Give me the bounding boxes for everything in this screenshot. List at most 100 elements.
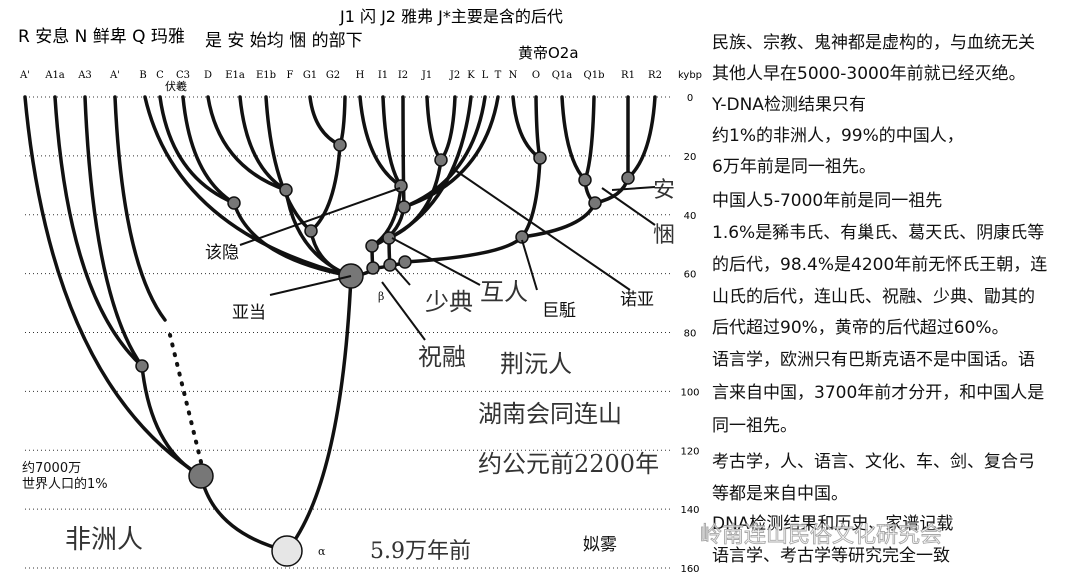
node: [588, 196, 602, 210]
node-africa: [188, 463, 214, 489]
pointer-line: [451, 167, 631, 291]
tick-label: 140: [680, 505, 699, 516]
note-line: 言来自中国，3700年前才分开，和中国人是: [712, 383, 1044, 403]
note-line: 同一祖先。: [712, 416, 797, 436]
tree-annotation: 少典: [425, 288, 473, 316]
pointer-line: [391, 237, 481, 286]
note-line: 约1%的非洲人，99%的中国人，: [712, 126, 964, 146]
node: [533, 151, 547, 165]
note-line: 语言学，欧洲只有巴斯克语不是中国话。语: [712, 350, 1035, 370]
note-line: 考古学，人、语言、文化、车、剑、复合弓: [712, 452, 1035, 472]
haplogroup-label: G1: [303, 70, 317, 81]
haplogroup-label: R1: [621, 70, 635, 81]
haplogroup-label: J1: [421, 70, 432, 81]
note-line: 等都是来自中国。: [712, 484, 848, 504]
tick-label: 0: [687, 93, 693, 104]
node: [366, 261, 380, 275]
branch: [285, 274, 353, 553]
haplogroup-label: K: [467, 70, 475, 81]
tree-annotation: 亚当: [232, 303, 266, 323]
node: [135, 359, 149, 373]
huangdi-label: 黄帝O2a: [518, 44, 579, 62]
tree-annotation: 非洲人: [65, 525, 143, 555]
node: [382, 231, 396, 245]
tree-annotation: 姒雾: [583, 535, 617, 555]
pointer-line: [521, 239, 538, 291]
fuxi-label: 伏羲: [165, 79, 187, 93]
note-line: 中国人5-7000年前是同一祖先: [712, 191, 942, 211]
haplogroup-label: A': [19, 70, 30, 81]
tree-annotation: 湖南会同连山: [478, 400, 622, 428]
tick-label: 40: [684, 211, 697, 222]
node: [578, 173, 592, 187]
branch: [402, 95, 500, 209]
tree-annotation: 5.9万年前: [370, 539, 471, 564]
haplogroup-label: A1a: [44, 70, 65, 81]
tree-annotation: 巨駈: [542, 301, 576, 321]
note-line: 6万年前是同一祖先。: [712, 157, 876, 177]
tick-label: 80: [684, 329, 697, 340]
node: [621, 171, 635, 185]
haplogroup-label: J2: [449, 70, 460, 81]
pointer-line: [239, 187, 401, 246]
node-root: [271, 535, 303, 567]
haplogroup-label: R2: [648, 70, 662, 81]
node: [383, 258, 397, 272]
tick-label: 60: [684, 270, 697, 281]
watermark: 岭南连山民俗文化研究会: [700, 523, 942, 548]
tick-label: 100: [680, 387, 699, 398]
note-line: 其他人早在5000-3000年前就已经灭绝。: [712, 64, 1026, 84]
branch: [113, 95, 167, 322]
node: [398, 255, 412, 269]
tick-label: 20: [684, 152, 697, 163]
branch: [158, 95, 236, 205]
haplogroup-label: L: [482, 70, 489, 81]
haplogroup-label: O: [532, 70, 540, 81]
node: [304, 224, 318, 238]
node: [397, 200, 411, 214]
haplogroup-label: E1a: [225, 70, 245, 81]
branch: [358, 95, 403, 188]
tree-annotation: 约7000万: [22, 461, 81, 476]
header-left: R 安息 N 鲜卑 Q 玛雅: [18, 27, 185, 47]
tree-annotation: 互人: [480, 278, 528, 306]
tree-annotation: 世界人口的1%: [22, 476, 108, 492]
tree-annotation: 该隐: [205, 243, 239, 263]
node: [227, 196, 241, 210]
branch: [53, 95, 144, 368]
tree-annotation: 荆沅人: [500, 350, 572, 378]
pointer-line: [381, 281, 426, 341]
haplogroup-label: G2: [326, 70, 340, 81]
branch: [181, 95, 236, 205]
node: [434, 153, 448, 167]
note-line: 的后代，98.4%是4200年前无怀氏王朝，连: [712, 255, 1047, 275]
haplogroup-label: C: [156, 70, 164, 81]
header-top: J1 闪 J2 雅弗 J*主要是含的后代: [339, 7, 563, 26]
tree-annotation: 悃: [653, 223, 675, 248]
haplogroup-label: F: [287, 70, 294, 81]
branch: [23, 95, 203, 478]
pointer-line: [394, 267, 411, 286]
haplogroup-label: D: [204, 70, 212, 81]
notes: 民族、宗教、鬼神都是虚构的，与血统无关其他人早在5000-3000年前就已经灭绝…: [711, 33, 1047, 566]
note-line: DNA检测结果和历史、家谱记载: [712, 514, 953, 534]
tree-annotation: 安: [653, 178, 675, 203]
haplogroup-label: A': [109, 70, 120, 81]
note-line: 语言学、考古学等研究完全一致: [712, 546, 950, 566]
branch: [206, 95, 288, 192]
branch: [232, 201, 353, 278]
node: [333, 138, 347, 152]
branch: [143, 95, 353, 278]
note-line: 民族、宗教、鬼神都是虚构的，与血统无关: [712, 33, 1035, 53]
pointer-line: [611, 186, 656, 191]
haplogroup-label: C3: [176, 70, 190, 81]
tree-annotation: 祝融: [418, 343, 466, 371]
haplogroup-label: A3: [77, 70, 92, 81]
note-line: 1.6%是豨韦氏、有巢氏、葛天氏、阴康氏等: [712, 223, 1044, 243]
haplogroup-label: N: [509, 70, 518, 81]
haplogroup-label: Q1a: [552, 70, 573, 81]
haplogroup-label: Q1b: [584, 70, 605, 81]
note-line: 山氏的后代，连山氏、祝融、少典、勖其的: [712, 287, 1035, 307]
tick-label: 120: [680, 446, 699, 457]
